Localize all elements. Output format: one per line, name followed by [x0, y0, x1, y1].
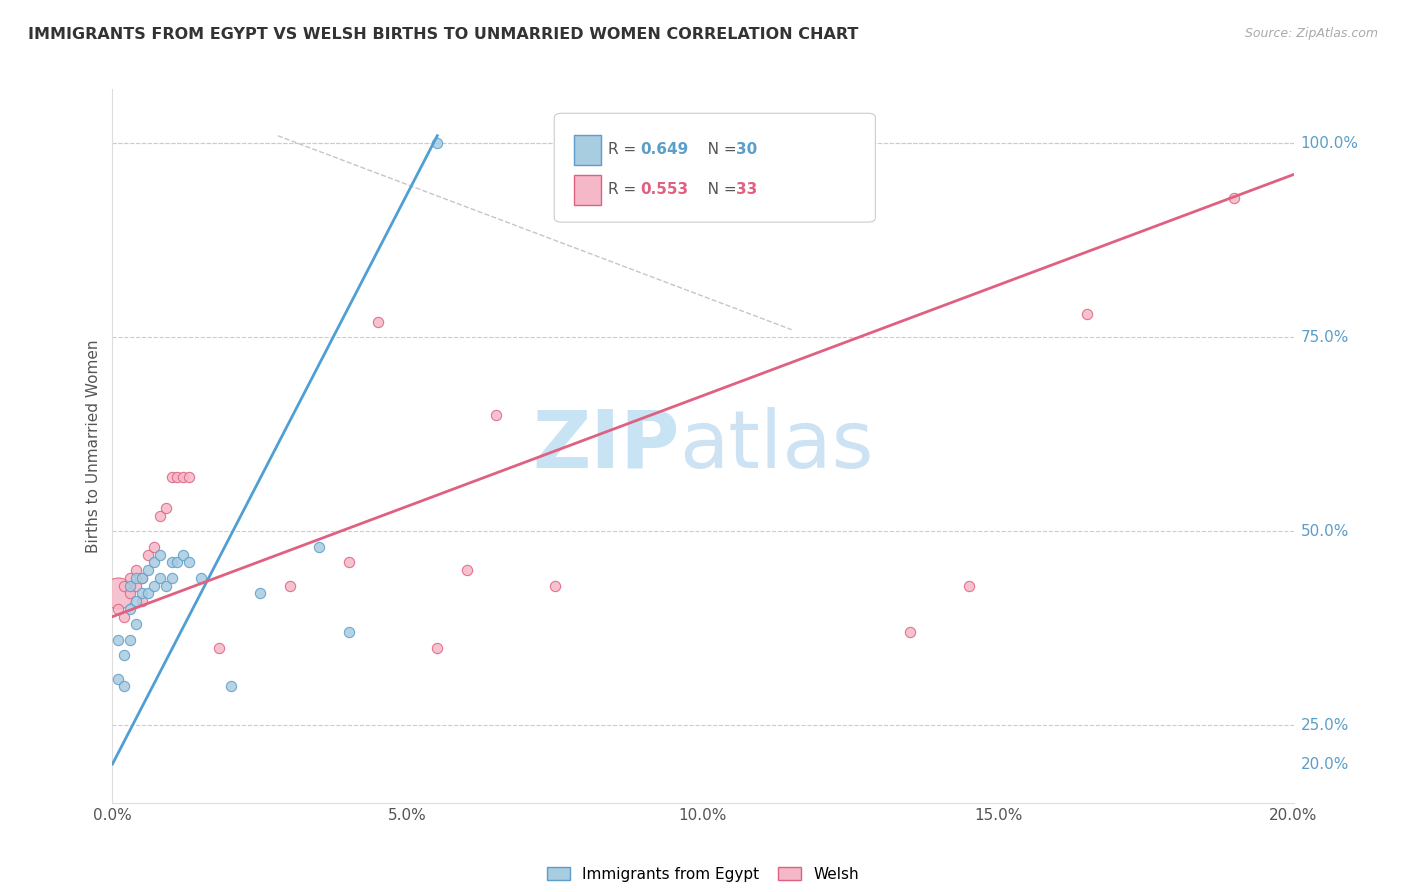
Text: 75.0%: 75.0%: [1301, 330, 1348, 345]
Point: [662, 136, 685, 151]
Text: 0.553: 0.553: [641, 182, 689, 197]
Point: [112, 648, 135, 663]
Point: [120, 586, 142, 600]
Text: N =: N =: [693, 142, 741, 157]
Text: 25.0%: 25.0%: [1301, 718, 1348, 732]
Point: [125, 617, 148, 632]
Point: [278, 579, 301, 593]
Point: [810, 850, 832, 864]
Point: [120, 571, 142, 585]
Text: 20.0%: 20.0%: [1301, 756, 1348, 772]
Point: [125, 563, 148, 577]
Point: [179, 555, 201, 569]
Point: [337, 625, 360, 640]
Point: [160, 555, 183, 569]
Point: [107, 586, 129, 600]
Point: [120, 602, 142, 616]
Point: [155, 579, 177, 593]
Point: [249, 586, 271, 600]
Point: [112, 680, 135, 694]
Point: [136, 586, 159, 600]
Point: [308, 540, 330, 554]
Point: [190, 571, 212, 585]
Text: IMMIGRANTS FROM EGYPT VS WELSH BIRTHS TO UNMARRIED WOMEN CORRELATION CHART: IMMIGRANTS FROM EGYPT VS WELSH BIRTHS TO…: [28, 27, 859, 42]
Point: [544, 579, 567, 593]
Point: [426, 640, 449, 655]
Point: [107, 602, 129, 616]
Point: [898, 625, 921, 640]
Text: ZIP: ZIP: [531, 407, 679, 485]
Point: [208, 640, 231, 655]
Point: [485, 408, 508, 422]
Point: [426, 136, 449, 151]
Point: [160, 571, 183, 585]
Text: 100.0%: 100.0%: [1301, 136, 1358, 151]
Text: 50.0%: 50.0%: [1301, 524, 1348, 539]
Point: [120, 632, 142, 647]
Point: [149, 508, 172, 523]
Point: [603, 136, 626, 151]
Point: [172, 470, 194, 484]
Point: [367, 315, 389, 329]
Point: [1076, 307, 1098, 321]
Text: 30: 30: [737, 142, 758, 157]
Y-axis label: Births to Unmarried Women: Births to Unmarried Women: [86, 339, 101, 553]
Point: [131, 594, 153, 608]
Point: [1223, 191, 1246, 205]
Point: [107, 672, 129, 686]
Point: [149, 571, 172, 585]
Point: [337, 555, 360, 569]
Point: [142, 579, 165, 593]
Point: [172, 548, 194, 562]
Point: [112, 579, 135, 593]
Point: [120, 579, 142, 593]
Text: atlas: atlas: [679, 407, 873, 485]
Point: [166, 470, 188, 484]
Text: 0.649: 0.649: [641, 142, 689, 157]
Point: [456, 563, 478, 577]
Point: [179, 470, 201, 484]
Text: N =: N =: [693, 182, 741, 197]
Point: [160, 470, 183, 484]
Point: [142, 555, 165, 569]
Point: [131, 571, 153, 585]
Point: [107, 632, 129, 647]
Point: [166, 555, 188, 569]
Point: [957, 579, 980, 593]
Point: [155, 501, 177, 516]
Point: [136, 548, 159, 562]
Point: [131, 586, 153, 600]
Point: [136, 563, 159, 577]
Point: [125, 571, 148, 585]
Point: [112, 609, 135, 624]
Text: 33: 33: [737, 182, 758, 197]
Legend: Immigrants from Egypt, Welsh: Immigrants from Egypt, Welsh: [541, 861, 865, 888]
Point: [149, 548, 172, 562]
Text: R =: R =: [609, 142, 641, 157]
Point: [125, 579, 148, 593]
Point: [131, 571, 153, 585]
Point: [125, 594, 148, 608]
Point: [219, 680, 242, 694]
Text: Source: ZipAtlas.com: Source: ZipAtlas.com: [1244, 27, 1378, 40]
Text: R =: R =: [609, 182, 641, 197]
Point: [142, 540, 165, 554]
